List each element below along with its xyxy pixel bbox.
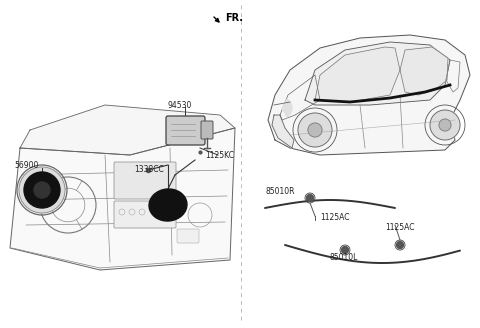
Polygon shape [305, 42, 450, 105]
Circle shape [308, 123, 322, 137]
Circle shape [34, 182, 50, 198]
FancyBboxPatch shape [114, 201, 176, 228]
Text: 85010R: 85010R [265, 188, 295, 196]
Text: 1125AC: 1125AC [385, 223, 415, 233]
Circle shape [430, 110, 460, 140]
Text: 94530: 94530 [168, 101, 192, 111]
FancyBboxPatch shape [114, 162, 176, 199]
Polygon shape [400, 47, 448, 95]
Ellipse shape [149, 189, 187, 221]
FancyBboxPatch shape [201, 121, 213, 139]
Circle shape [298, 113, 332, 147]
Circle shape [307, 195, 313, 201]
Polygon shape [20, 105, 235, 155]
Text: FR.: FR. [225, 13, 243, 23]
Text: 1125KC: 1125KC [205, 151, 234, 159]
Circle shape [439, 119, 451, 131]
Circle shape [341, 247, 348, 254]
FancyBboxPatch shape [166, 116, 205, 145]
Wedge shape [282, 99, 292, 117]
Circle shape [19, 167, 65, 213]
Text: 56900: 56900 [14, 160, 38, 170]
Text: 1125AC: 1125AC [320, 214, 349, 222]
Circle shape [24, 172, 60, 208]
Text: 85010L: 85010L [330, 254, 359, 262]
FancyBboxPatch shape [177, 229, 199, 243]
Polygon shape [10, 128, 235, 270]
Polygon shape [315, 47, 400, 102]
Polygon shape [272, 115, 294, 148]
Circle shape [396, 241, 404, 249]
Polygon shape [268, 35, 470, 155]
Text: 1338CC: 1338CC [134, 165, 164, 174]
